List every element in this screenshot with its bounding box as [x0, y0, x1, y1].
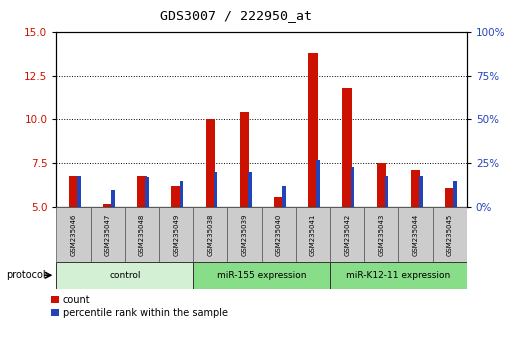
Bar — [342, 88, 352, 207]
Bar — [125, 207, 159, 262]
Text: GSM235045: GSM235045 — [447, 213, 453, 256]
Text: GSM235043: GSM235043 — [378, 213, 384, 256]
Bar — [453, 181, 457, 207]
Bar — [69, 176, 78, 207]
Bar — [419, 176, 423, 207]
Bar — [111, 190, 115, 207]
Bar — [193, 207, 227, 262]
Text: GSM235040: GSM235040 — [275, 213, 282, 256]
Text: control: control — [109, 271, 141, 280]
Legend: count, percentile rank within the sample: count, percentile rank within the sample — [51, 295, 228, 318]
Bar — [146, 177, 149, 207]
Text: GSM235039: GSM235039 — [242, 213, 248, 256]
Text: GSM235048: GSM235048 — [139, 213, 145, 256]
Bar — [399, 207, 432, 262]
Bar — [91, 207, 125, 262]
Bar — [330, 207, 364, 262]
Text: GSM235049: GSM235049 — [173, 213, 179, 256]
Bar — [248, 172, 251, 207]
Bar — [56, 262, 193, 289]
Text: miR-155 expression: miR-155 expression — [217, 271, 306, 280]
Text: GSM235046: GSM235046 — [70, 213, 76, 256]
Bar — [137, 176, 147, 207]
Bar — [330, 262, 467, 289]
Text: GSM235047: GSM235047 — [105, 213, 111, 256]
Bar — [445, 188, 455, 207]
Bar — [206, 120, 215, 207]
Bar — [171, 186, 181, 207]
Bar — [274, 196, 284, 207]
Bar — [56, 207, 91, 262]
Bar — [214, 172, 218, 207]
Text: GSM235044: GSM235044 — [412, 213, 419, 256]
Bar — [296, 207, 330, 262]
Bar — [377, 163, 386, 207]
Bar — [77, 176, 81, 207]
Bar — [432, 207, 467, 262]
Bar — [364, 207, 399, 262]
Text: GDS3007 / 222950_at: GDS3007 / 222950_at — [160, 9, 312, 22]
Bar — [240, 113, 249, 207]
Text: miR-K12-11 expression: miR-K12-11 expression — [346, 271, 450, 280]
Bar — [193, 262, 330, 289]
Text: GSM235041: GSM235041 — [310, 213, 316, 256]
Text: GSM235038: GSM235038 — [207, 213, 213, 256]
Bar — [385, 176, 388, 207]
Bar — [317, 160, 320, 207]
Bar — [103, 204, 112, 207]
Bar — [282, 186, 286, 207]
Bar — [308, 53, 318, 207]
Bar — [351, 167, 354, 207]
Bar — [262, 207, 296, 262]
Bar — [411, 170, 420, 207]
Bar — [180, 181, 183, 207]
Bar — [159, 207, 193, 262]
Bar — [227, 207, 262, 262]
Text: GSM235042: GSM235042 — [344, 213, 350, 256]
Text: protocol: protocol — [6, 270, 46, 280]
